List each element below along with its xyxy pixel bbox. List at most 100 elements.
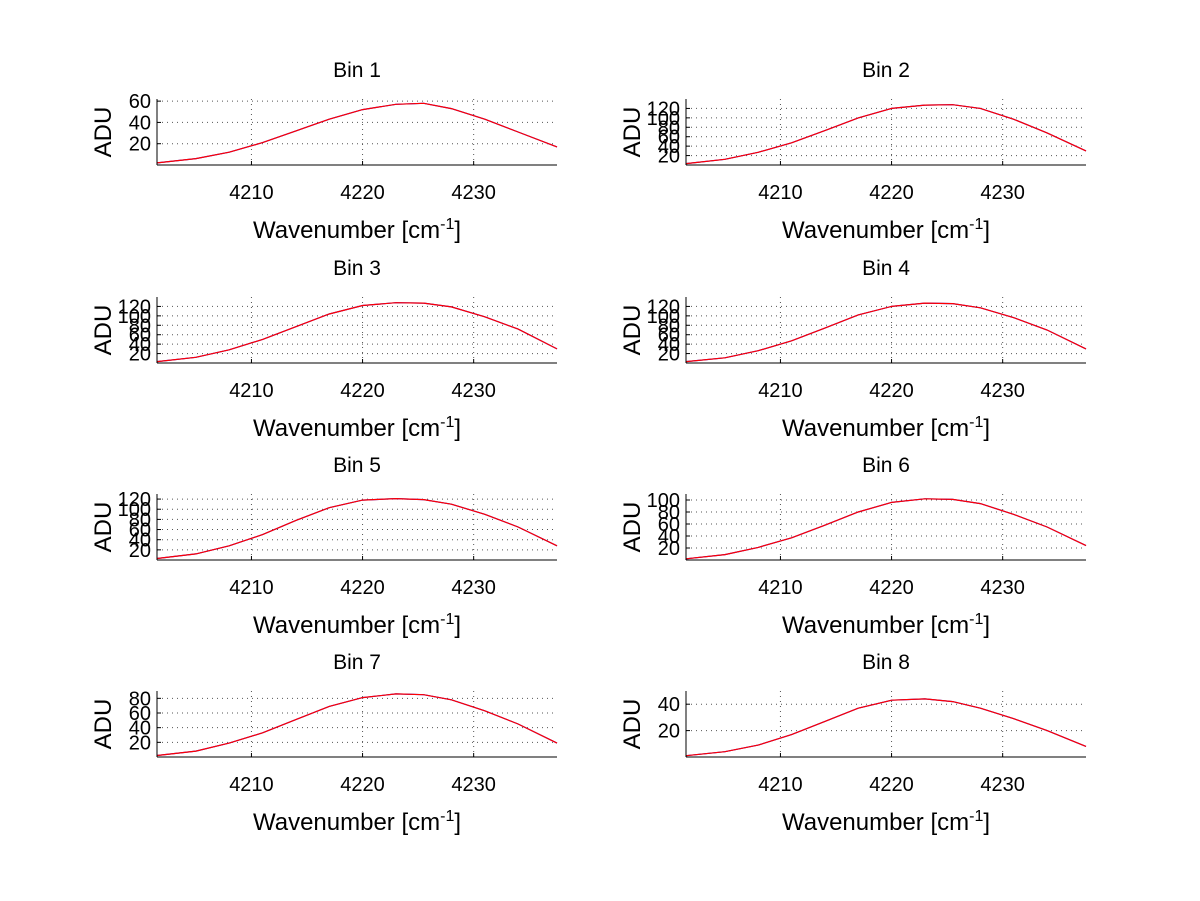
y-tick-label: 20 (658, 721, 680, 743)
y-axis-label: ADU (619, 107, 646, 158)
x-axis-label-suffix: ] (454, 612, 461, 639)
y-tick-label: 60 (129, 91, 151, 113)
y-tick-label: 120 (647, 296, 680, 318)
series-line-spectrum-2 (156, 693, 558, 757)
y-tick-label: 100 (118, 306, 151, 328)
y-tick-label: 100 (118, 499, 151, 521)
x-axis-label: Wavenumber [cm-1] (782, 611, 990, 639)
y-tick-label: 100 (647, 306, 680, 328)
y-axis-label: ADU (619, 305, 646, 356)
x-tick-label: 4210 (758, 380, 803, 402)
x-axis-label: Wavenumber [cm-1] (253, 216, 461, 244)
subplot-title: Bin 8 (862, 651, 910, 674)
subplot-title: Bin 1 (333, 59, 381, 82)
series-line-spectrum-2 (685, 104, 1087, 165)
y-tick-label: 20 (129, 540, 151, 562)
x-tick-label: 4230 (451, 380, 496, 402)
y-tick-label: 120 (647, 98, 680, 120)
subplot-title: Bin 6 (862, 454, 910, 477)
subplot-bin-8: 4210 4220 4230 20 40 Bin 8 Wavenumber [cm-1] AD… (619, 651, 1087, 836)
y-tick-label: 120 (118, 489, 151, 511)
x-axis-label-superscript: -1 (969, 216, 983, 233)
y-axis-label: ADU (90, 699, 117, 750)
x-axis-label-suffix: ] (983, 415, 990, 442)
y-tick-label: 120 (118, 296, 151, 318)
x-axis-label-suffix: ] (983, 809, 990, 836)
y-tick-label: 60 (129, 520, 151, 542)
x-axis-label-superscript: -1 (969, 414, 983, 431)
subplot-title: Bin 3 (333, 257, 381, 280)
y-axis-label: ADU (90, 305, 117, 356)
series-line-spectrum-2 (685, 302, 1087, 363)
x-tick-label: 4210 (229, 577, 274, 599)
y-tick-label: 20 (658, 146, 680, 168)
x-tick-label: 4230 (980, 774, 1025, 796)
y-tick-label: 20 (658, 344, 680, 366)
y-tick-label: 20 (129, 344, 151, 366)
y-tick-label: 40 (658, 694, 680, 716)
subplot-title: Bin 2 (862, 59, 910, 82)
y-axis-label: ADU (90, 107, 117, 158)
x-tick-label: 4230 (451, 577, 496, 599)
x-tick-label: 4220 (340, 182, 385, 204)
x-axis-label-text: Wavenumber [cm (782, 415, 969, 442)
x-tick-label: 4210 (229, 774, 274, 796)
x-tick-label: 4220 (340, 380, 385, 402)
x-tick-label: 4220 (340, 577, 385, 599)
x-axis-label: Wavenumber [cm-1] (253, 611, 461, 639)
y-axis-label: ADU (90, 502, 117, 553)
x-axis-label: Wavenumber [cm-1] (253, 808, 461, 836)
x-axis-label-superscript: -1 (440, 611, 454, 628)
x-tick-label: 4210 (229, 182, 274, 204)
x-tick-label: 4220 (340, 774, 385, 796)
x-tick-label: 4210 (758, 182, 803, 204)
x-axis-label: Wavenumber [cm-1] (253, 414, 461, 442)
x-axis-label-text: Wavenumber [cm (253, 415, 440, 442)
y-tick-label: 20 (129, 732, 151, 754)
series-line-spectrum-2 (156, 302, 558, 363)
x-axis-label-suffix: ] (983, 217, 990, 244)
x-axis-label-text: Wavenumber [cm (253, 217, 440, 244)
x-tick-label: 4210 (229, 380, 274, 402)
x-axis-label: Wavenumber [cm-1] (782, 414, 990, 442)
x-axis-label-suffix: ] (983, 612, 990, 639)
x-axis-label-suffix: ] (454, 415, 461, 442)
y-tick-label: 60 (658, 127, 680, 149)
subplot-title: Bin 5 (333, 454, 381, 477)
x-axis-label-suffix: ] (454, 217, 461, 244)
y-tick-label: 80 (658, 117, 680, 139)
x-axis-label-text: Wavenumber [cm (782, 217, 969, 244)
y-tick-label: 40 (658, 526, 680, 548)
series-line-spectrum-2 (156, 102, 558, 164)
y-tick-label: 100 (647, 490, 680, 512)
x-axis-label-suffix: ] (454, 809, 461, 836)
x-tick-label: 4220 (869, 577, 914, 599)
y-axis-label: ADU (619, 699, 646, 750)
y-tick-label: 40 (658, 136, 680, 158)
y-tick-label: 80 (658, 502, 680, 524)
y-tick-label: 60 (129, 325, 151, 347)
x-tick-label: 4220 (869, 380, 914, 402)
x-tick-label: 4220 (869, 182, 914, 204)
x-tick-label: 4230 (980, 380, 1025, 402)
y-tick-label: 80 (129, 688, 151, 710)
y-tick-label: 80 (129, 509, 151, 531)
y-tick-label: 40 (129, 718, 151, 740)
x-tick-label: 4230 (980, 182, 1025, 204)
x-axis-label-text: Wavenumber [cm (253, 809, 440, 836)
y-tick-label: 40 (129, 530, 151, 552)
y-tick-label: 100 (647, 108, 680, 130)
y-tick-label: 20 (658, 538, 680, 560)
y-tick-label: 80 (129, 315, 151, 337)
series-line-spectrum-2 (685, 698, 1087, 757)
x-axis-label: Wavenumber [cm-1] (782, 808, 990, 836)
y-tick-label: 60 (658, 325, 680, 347)
